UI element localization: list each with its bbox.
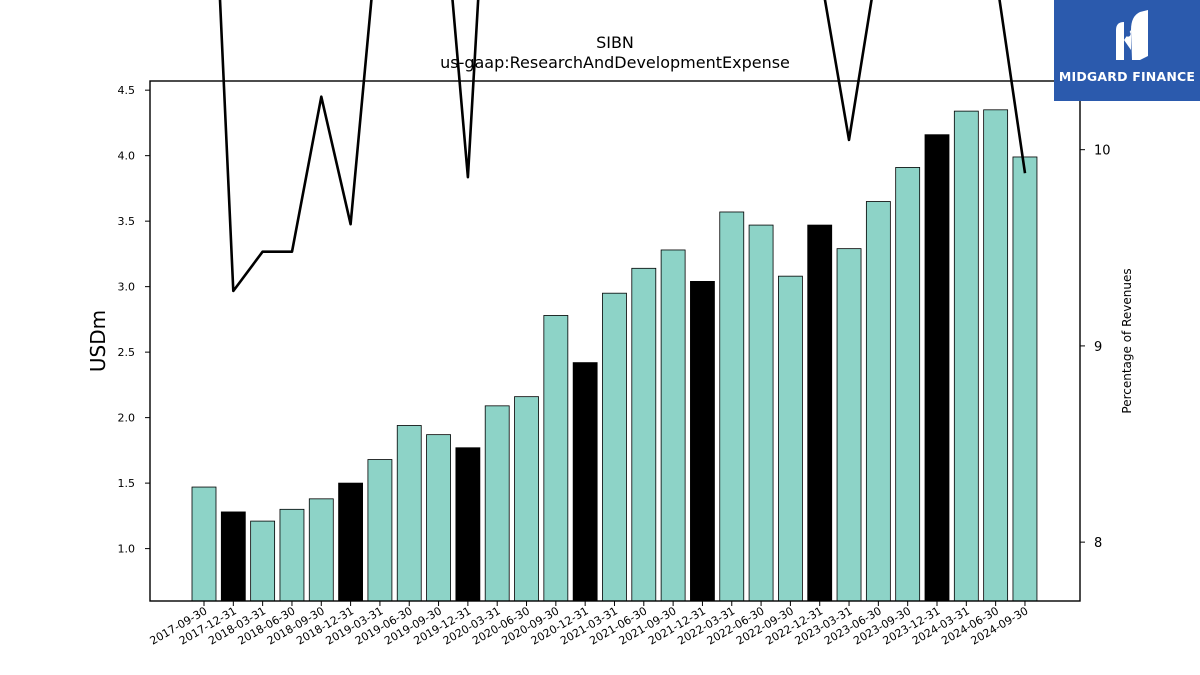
y-tick-label: 2.5 — [118, 346, 136, 359]
bar-2024-06-30 — [983, 109, 1009, 602]
bar-2022-12-31 — [807, 224, 833, 602]
bar-2024-09-30 — [1012, 156, 1038, 602]
bar-2019-12-31 — [455, 447, 481, 602]
bar-2022-06-30 — [748, 224, 774, 602]
bar-2023-06-30 — [865, 201, 891, 602]
bar-2024-03-31 — [953, 110, 979, 602]
y2-axis-label: Percentage of Revenues — [1120, 268, 1134, 413]
y2-tick-label: 9 — [1094, 340, 1102, 355]
bar-2021-12-31 — [690, 281, 715, 602]
bar-2019-03-31 — [367, 459, 393, 602]
logo-mark-icon — [1116, 10, 1148, 60]
bar-2018-12-31 — [338, 482, 364, 602]
bar-2019-06-30 — [396, 425, 422, 602]
bar-2018-06-30 — [279, 508, 305, 602]
y-tick-label: 4.5 — [118, 84, 136, 97]
y-tick-label: 4.0 — [118, 150, 136, 163]
bar-2020-06-30 — [514, 396, 539, 602]
plot-frame — [149, 80, 1081, 602]
bar-2023-12-31 — [924, 134, 950, 602]
bar-2020-03-31 — [484, 405, 510, 602]
bar-2018-09-30 — [308, 498, 334, 602]
bar-2022-09-30 — [778, 275, 803, 602]
bar-2023-09-30 — [895, 167, 921, 602]
bar-2021-09-30 — [660, 249, 686, 602]
bar-2020-09-30 — [543, 315, 569, 602]
y-tick-label: 1.0 — [118, 543, 136, 556]
y-tick-label: 1.5 — [118, 477, 136, 490]
bar-2020-12-31 — [572, 362, 598, 602]
bar-2017-12-31 — [220, 511, 246, 602]
y-tick-label: 2.0 — [118, 412, 136, 425]
line-series — [218, 0, 1027, 293]
bar-2019-09-30 — [426, 434, 451, 602]
midgard-finance-logo: MIDGARD FINANCE — [1054, 0, 1200, 101]
y-tick-label: 3.5 — [118, 215, 136, 228]
logo-text: MIDGARD FINANCE — [1058, 69, 1196, 84]
bar-series — [191, 109, 1038, 602]
y2-tick-label: 8 — [1094, 536, 1102, 551]
bar-2022-03-31 — [719, 211, 745, 602]
bar-2018-03-31 — [250, 520, 276, 602]
bar-2021-03-31 — [602, 292, 627, 602]
bar-2021-06-30 — [631, 267, 657, 602]
chart-title: SIBN — [596, 33, 634, 52]
bar-2017-09-30 — [191, 486, 217, 602]
y-tick-label: 3.0 — [118, 281, 136, 294]
pct-revenue-line — [218, 0, 1027, 293]
chart-subtitle: us-gaap:ResearchAndDevelopmentExpense — [440, 53, 790, 72]
y2-tick-label: 10 — [1094, 144, 1111, 159]
bar-2023-03-31 — [836, 248, 862, 602]
y-axis-label: USDm — [86, 310, 110, 372]
